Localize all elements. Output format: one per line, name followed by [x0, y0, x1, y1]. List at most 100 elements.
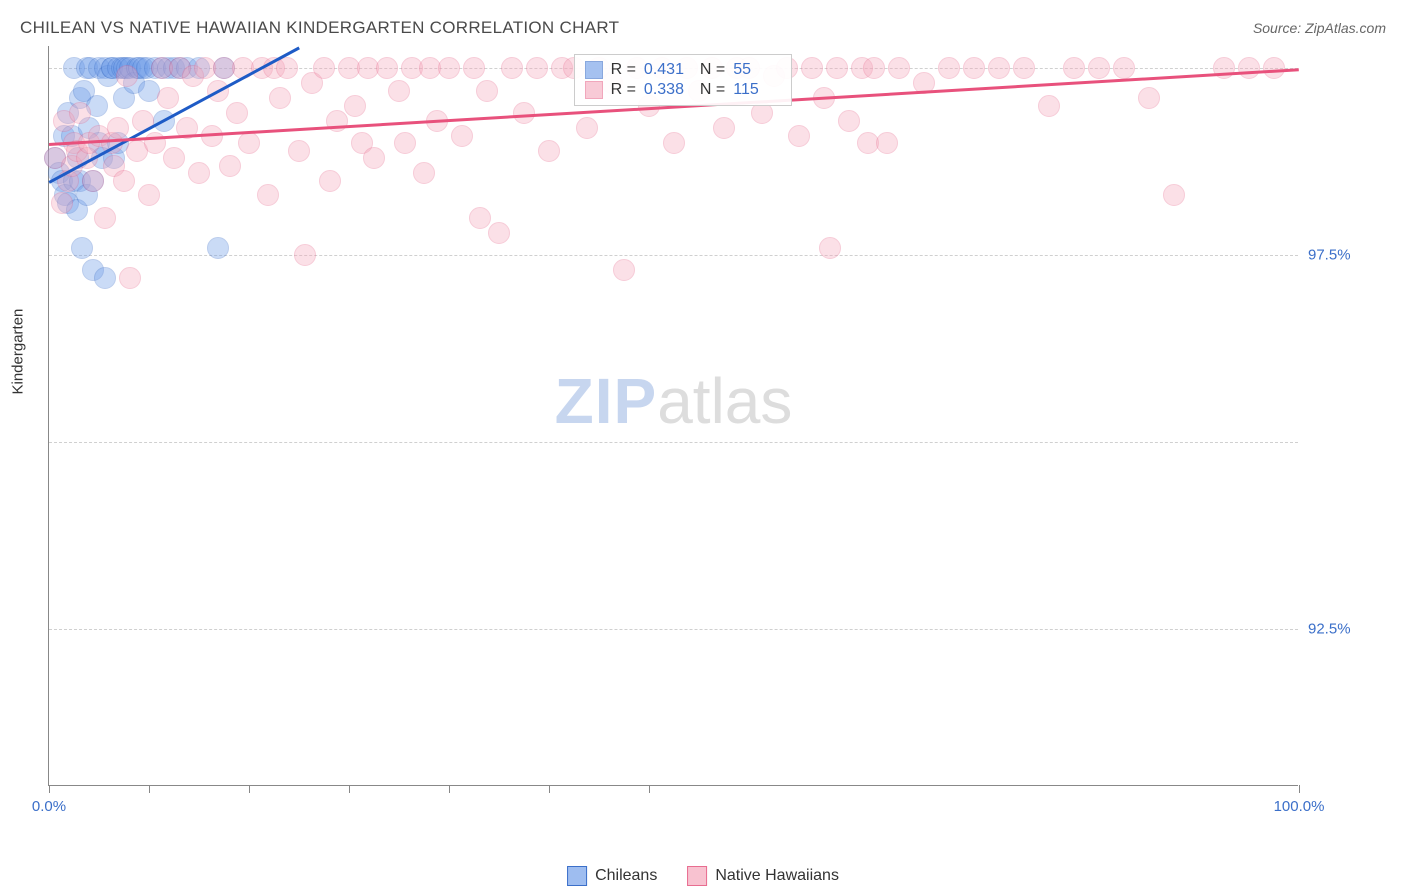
scatter-point [413, 162, 435, 184]
stats-r-value: 0.431 [644, 61, 692, 79]
stats-box: R =0.431N =55R =0.338N =115 [574, 54, 793, 106]
scatter-point [119, 267, 141, 289]
scatter-point [476, 80, 498, 102]
scatter-point [438, 57, 460, 79]
scatter-point [888, 57, 910, 79]
scatter-point [138, 184, 160, 206]
scatter-point [276, 57, 298, 79]
scatter-point [526, 57, 548, 79]
plot-area: ZIPatlas 92.5%97.5%0.0%100.0%R =0.431N =… [48, 46, 1298, 786]
scatter-point [1063, 57, 1085, 79]
scatter-point [219, 155, 241, 177]
x-tick [449, 785, 450, 793]
x-tick [249, 785, 250, 793]
y-tick-label: 97.5% [1308, 247, 1378, 264]
legend: Chileans Native Hawaiians [567, 866, 839, 886]
scatter-point [319, 170, 341, 192]
legend-item: Chileans [567, 866, 657, 886]
watermark: ZIPatlas [555, 364, 793, 438]
scatter-point [71, 237, 93, 259]
x-tick [649, 785, 650, 793]
scatter-point [788, 125, 810, 147]
scatter-point [1013, 57, 1035, 79]
stats-n-label: N = [700, 61, 725, 79]
scatter-point [469, 207, 491, 229]
scatter-point [376, 57, 398, 79]
gridline [49, 442, 1298, 443]
scatter-point [938, 57, 960, 79]
scatter-point [576, 117, 598, 139]
y-tick-label: 92.5% [1308, 621, 1378, 638]
stats-r-label: R = [611, 61, 636, 79]
scatter-point [82, 170, 104, 192]
scatter-point [238, 132, 260, 154]
stats-swatch [585, 61, 603, 79]
scatter-point [207, 237, 229, 259]
legend-item: Native Hawaiians [687, 866, 839, 886]
scatter-point [344, 95, 366, 117]
scatter-point [1238, 57, 1260, 79]
scatter-point [501, 57, 523, 79]
gridline [49, 629, 1298, 630]
scatter-point [226, 102, 248, 124]
chart-title: CHILEAN VS NATIVE HAWAIIAN KINDERGARTEN … [20, 18, 619, 38]
scatter-point [94, 267, 116, 289]
scatter-point [269, 87, 291, 109]
scatter-point [876, 132, 898, 154]
scatter-point [663, 132, 685, 154]
scatter-point [1038, 95, 1060, 117]
x-tick [49, 785, 50, 793]
scatter-point [1213, 57, 1235, 79]
scatter-point [613, 259, 635, 281]
scatter-point [107, 117, 129, 139]
scatter-point [1113, 57, 1135, 79]
scatter-point [116, 65, 138, 87]
x-tick-label: 0.0% [32, 798, 66, 815]
x-tick-label: 100.0% [1274, 798, 1325, 815]
scatter-point [819, 237, 841, 259]
scatter-point [463, 57, 485, 79]
scatter-point [838, 110, 860, 132]
stats-r-value: 0.338 [644, 81, 692, 99]
watermark-zip: ZIP [555, 365, 658, 437]
stats-n-value: 115 [733, 81, 781, 99]
scatter-point [713, 117, 735, 139]
scatter-point [988, 57, 1010, 79]
scatter-point [388, 80, 410, 102]
legend-swatch [567, 866, 587, 886]
stats-n-label: N = [700, 81, 725, 99]
stats-row: R =0.431N =55 [585, 61, 782, 79]
scatter-point [538, 140, 560, 162]
scatter-point [51, 192, 73, 214]
scatter-point [294, 244, 316, 266]
stats-r-label: R = [611, 81, 636, 99]
scatter-point [826, 57, 848, 79]
scatter-point [363, 147, 385, 169]
scatter-point [257, 184, 279, 206]
x-tick [149, 785, 150, 793]
scatter-point [313, 57, 335, 79]
x-tick [549, 785, 550, 793]
y-axis-label: Kindergarten [10, 309, 27, 395]
x-tick [349, 785, 350, 793]
scatter-point [863, 57, 885, 79]
scatter-point [394, 132, 416, 154]
chart-wrap: Kindergarten ZIPatlas 92.5%97.5%0.0%100.… [48, 46, 1386, 806]
scatter-point [488, 222, 510, 244]
stats-swatch [585, 81, 603, 99]
scatter-point [94, 207, 116, 229]
watermark-atlas: atlas [657, 365, 792, 437]
scatter-point [69, 102, 91, 124]
scatter-point [1088, 57, 1110, 79]
legend-label: Native Hawaiians [715, 867, 839, 885]
chart-header: CHILEAN VS NATIVE HAWAIIAN KINDERGARTEN … [0, 0, 1406, 46]
scatter-point [163, 147, 185, 169]
scatter-point [1163, 184, 1185, 206]
scatter-point [288, 140, 310, 162]
chart-source: Source: ZipAtlas.com [1253, 20, 1386, 36]
scatter-point [1138, 87, 1160, 109]
scatter-point [801, 57, 823, 79]
legend-swatch [687, 866, 707, 886]
scatter-point [451, 125, 473, 147]
scatter-point [188, 162, 210, 184]
